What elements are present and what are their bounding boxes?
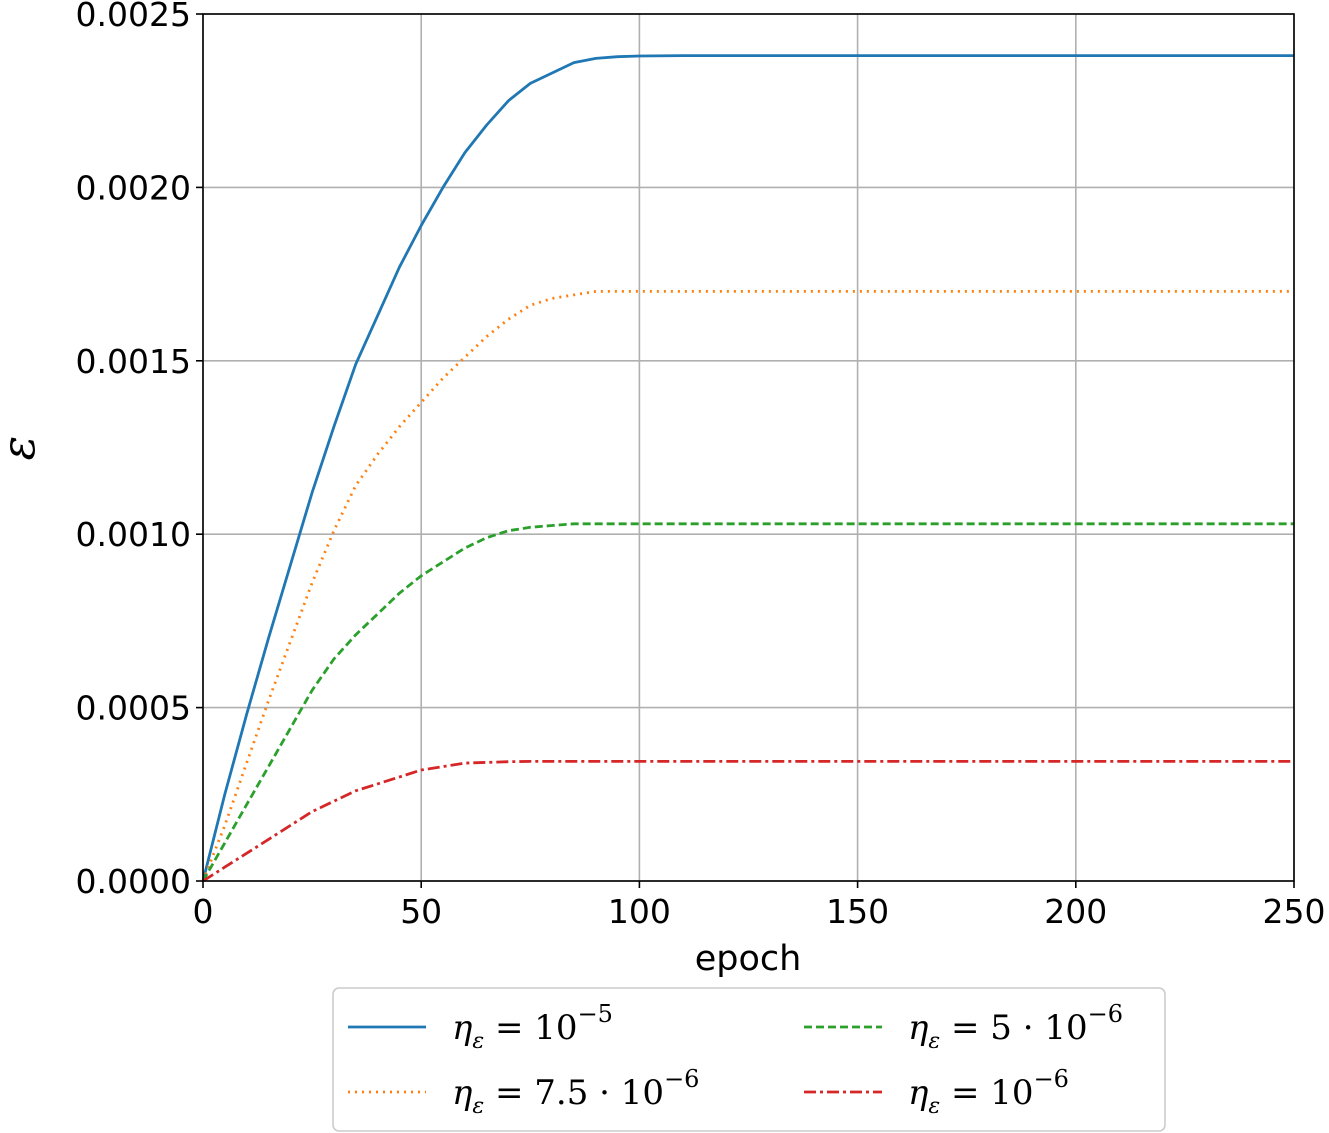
x-tick-label: 150 xyxy=(826,892,889,931)
legend-entry-2: ηε = 7.5 · 10−6 xyxy=(348,1065,699,1119)
legend-label: ηε = 5 · 10−6 xyxy=(908,1000,1123,1054)
x-axis-label: epoch xyxy=(695,939,802,979)
grid xyxy=(202,13,1295,882)
legend-label: ηε = 10−6 xyxy=(908,1065,1069,1119)
y-tick-label: 0.0005 xyxy=(76,689,191,728)
series-line-2 xyxy=(201,289,1294,882)
plot-frame xyxy=(202,13,1295,882)
x-tick-label: 0 xyxy=(193,892,214,931)
x-tick-label: 100 xyxy=(608,892,671,931)
legend: ηε = 10−5 ηε = 7.5 · 10−6 ηε = 5 · 10−6 ηε … xyxy=(332,987,1166,1132)
legend-label: ηε = 10−5 xyxy=(452,1000,613,1054)
legend-entry-3: ηε = 5 · 10−6 xyxy=(804,1000,1123,1054)
legend-entry-1: ηε = 10−5 xyxy=(348,1000,613,1054)
x-tick-label: 50 xyxy=(400,892,442,931)
x-tick-label: 250 xyxy=(1263,892,1326,931)
series-line-4 xyxy=(202,760,1294,883)
legend-box xyxy=(332,987,1166,1132)
x-tick-label: 200 xyxy=(1044,892,1107,931)
series-line-1 xyxy=(201,54,1294,882)
y-tick-label: 0.0010 xyxy=(76,515,191,554)
axis-ticks: 0 50 100 150 200 250 0.0000 0.0005 0.0010 0.0015 0… xyxy=(76,0,1326,931)
y-tick-label: 0.0015 xyxy=(76,342,191,381)
y-tick-label: 0.0025 xyxy=(76,0,191,34)
legend-entry-4: ηε = 10−6 xyxy=(804,1065,1069,1119)
y-axis-label: ε xyxy=(0,436,45,461)
y-tick-label: 0.0020 xyxy=(76,168,191,207)
series-line-3 xyxy=(201,522,1294,882)
series-lines xyxy=(201,54,1294,883)
legend-label: ηε = 7.5 · 10−6 xyxy=(452,1065,699,1119)
y-tick-label: 0.0000 xyxy=(76,862,191,901)
